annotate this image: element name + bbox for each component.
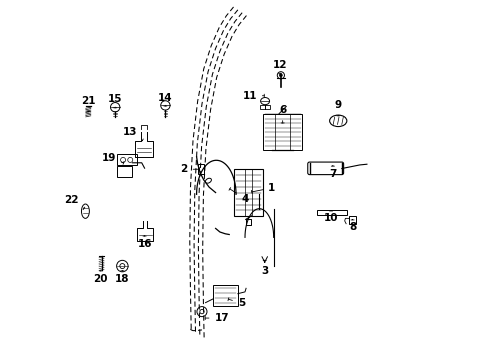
Text: 21: 21 <box>81 96 96 112</box>
Text: 3: 3 <box>261 260 269 276</box>
Text: 9: 9 <box>335 100 342 116</box>
Text: 2: 2 <box>180 164 199 174</box>
Ellipse shape <box>205 178 211 183</box>
Text: 8: 8 <box>349 220 356 232</box>
Text: 5: 5 <box>228 298 245 308</box>
Circle shape <box>279 74 282 77</box>
Text: 18: 18 <box>115 271 130 284</box>
Text: 19: 19 <box>101 153 124 164</box>
Text: 10: 10 <box>324 211 338 223</box>
Text: 22: 22 <box>64 195 85 210</box>
Text: 1: 1 <box>251 183 275 193</box>
Text: 12: 12 <box>273 60 288 74</box>
Text: 16: 16 <box>137 236 152 249</box>
Text: 20: 20 <box>94 271 108 284</box>
Text: 13: 13 <box>123 127 143 141</box>
Text: 6: 6 <box>279 105 286 123</box>
Text: 7: 7 <box>329 166 337 179</box>
Text: 14: 14 <box>158 93 172 106</box>
Text: 4: 4 <box>229 188 249 204</box>
Text: 15: 15 <box>108 94 122 108</box>
Text: 17: 17 <box>205 313 229 323</box>
Text: 11: 11 <box>243 91 264 101</box>
